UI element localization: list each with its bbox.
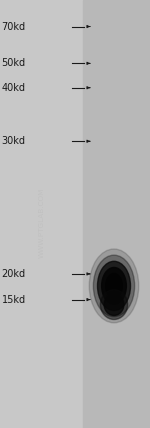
Text: 15kd: 15kd bbox=[2, 294, 26, 305]
Ellipse shape bbox=[93, 255, 135, 317]
Ellipse shape bbox=[106, 273, 122, 298]
Text: 30kd: 30kd bbox=[2, 136, 26, 146]
Ellipse shape bbox=[100, 290, 128, 319]
Text: 70kd: 70kd bbox=[2, 21, 26, 32]
Bar bbox=[82, 0, 150, 428]
Text: 50kd: 50kd bbox=[2, 58, 26, 68]
Text: 20kd: 20kd bbox=[2, 269, 26, 279]
Text: WWW.PTGLAB.COM: WWW.PTGLAB.COM bbox=[39, 187, 45, 258]
Ellipse shape bbox=[89, 249, 139, 323]
Ellipse shape bbox=[104, 294, 124, 315]
Ellipse shape bbox=[102, 268, 126, 304]
Text: 40kd: 40kd bbox=[2, 83, 26, 93]
Ellipse shape bbox=[98, 261, 130, 311]
